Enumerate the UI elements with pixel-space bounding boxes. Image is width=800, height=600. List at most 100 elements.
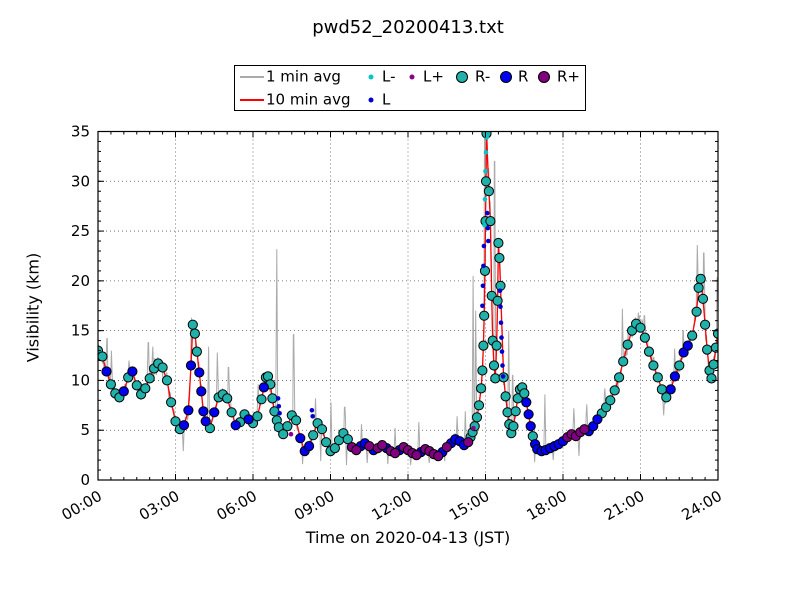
marker-r-plus (579, 424, 590, 435)
dot-l (485, 225, 491, 231)
marker-r-minus (157, 362, 168, 373)
marker-r (592, 414, 603, 425)
dot-l-minus-group (482, 135, 490, 228)
marker-r (665, 384, 676, 395)
marker-r-minus (493, 237, 504, 249)
marker-r-minus (471, 412, 483, 423)
legend-label-rplus: R+ (557, 67, 580, 86)
marker-r-minus (170, 416, 181, 427)
marker-r (304, 441, 315, 452)
marker-r-minus (488, 360, 500, 371)
x-tick-label: 24:00 (679, 487, 725, 524)
marker-r-minus (492, 295, 503, 306)
dot-l-minus (483, 169, 488, 174)
dot-l (275, 396, 281, 401)
marker-r-minus (252, 411, 263, 422)
marker-r-minus (479, 310, 490, 321)
y-tick-label: 15 (71, 322, 90, 340)
marker-r-minus (222, 393, 233, 404)
marker-r-minus (695, 273, 706, 284)
legend-label-lminus: L- (382, 67, 396, 86)
marker-r-minus (710, 342, 718, 353)
marker-r-minus (316, 424, 328, 435)
legend-label-10-min-avg: 10 min avg (266, 90, 351, 109)
marker-r-plus (441, 442, 452, 453)
marker-r-minus (708, 359, 718, 370)
dot-l (486, 238, 491, 244)
marker-r-minus (98, 351, 108, 362)
y-tick-label: 30 (71, 172, 90, 190)
marker-r-minus (477, 365, 488, 376)
dot-l (498, 320, 504, 326)
dot-l (480, 283, 486, 289)
dot-l (500, 374, 506, 379)
y-tick-label: 35 (71, 123, 90, 141)
marker-r (209, 407, 220, 418)
marker-r (525, 421, 536, 432)
marker-r-minus (712, 328, 718, 339)
marker-r-minus (483, 186, 494, 197)
marker-r-minus (478, 340, 489, 351)
marker-r-minus (105, 379, 117, 390)
marker-r (178, 420, 190, 431)
x-tick-label: 00:00 (59, 487, 105, 524)
marker-r-minus (267, 393, 278, 404)
y-tick-label: 20 (71, 272, 90, 290)
marker-r-minus (618, 356, 629, 367)
marker-r-minus (643, 346, 655, 357)
marker-r (101, 366, 112, 377)
legend-label-r: R (518, 67, 529, 86)
x-tick-label: 21:00 (601, 487, 647, 524)
marker-r (521, 397, 532, 408)
x-tick-label: 15:00 (446, 487, 492, 524)
marker-r-minus (291, 415, 302, 426)
legend-label-lplus: L+ (423, 67, 444, 86)
marker-r-minus (278, 429, 289, 440)
legend-label-1-min-avg: 1 min avg (266, 67, 341, 86)
marker-group-r-minus (98, 131, 718, 457)
dot-l (485, 210, 490, 216)
marker-r (118, 386, 129, 397)
dot-l-plus-group (288, 425, 476, 437)
dot-l (481, 243, 487, 249)
marker-r-minus (476, 383, 487, 394)
marker-group-r (101, 340, 693, 458)
marker-r-minus (652, 372, 663, 383)
y-tick-label: 10 (71, 371, 90, 389)
y-tick-label: 25 (71, 222, 90, 240)
marker-r-minus (282, 421, 293, 432)
marker-r-plus (390, 448, 401, 459)
marker-r-minus (510, 406, 521, 417)
x-tick-label: 12:00 (369, 487, 415, 524)
marker-r-minus (494, 252, 505, 264)
marker-r (682, 340, 693, 351)
x-tick-label: 03:00 (136, 487, 182, 524)
dot-l (499, 349, 505, 354)
marker-r-minus (605, 395, 616, 406)
marker-r-plus (463, 437, 474, 448)
marker-r-minus (329, 443, 340, 454)
marker-r-minus (342, 434, 353, 445)
dot-l (498, 304, 503, 310)
x-tick-label: 09:00 (291, 487, 337, 524)
dot-l-minus (482, 222, 487, 228)
marker-r-minus (635, 322, 646, 333)
dot-l (277, 411, 282, 416)
marker-r (196, 386, 207, 397)
x-tick-label: 06:00 (214, 487, 260, 524)
legend-label-l: L (382, 90, 391, 109)
legend-label-rminus: R- (475, 67, 491, 86)
marker-r (127, 366, 138, 377)
x-tick-label: 18:00 (524, 487, 570, 524)
legend-swatch-l (368, 97, 374, 103)
marker-r-minus (308, 430, 319, 441)
marker-r-minus (702, 344, 713, 355)
dot-l (480, 303, 485, 309)
marker-r-minus (674, 360, 685, 371)
marker-r-minus (490, 373, 501, 384)
legend: 1 min avg 10 min avg L- L L+ R- R R+ (234, 65, 586, 111)
dot-l-minus (482, 196, 488, 202)
marker-r-minus (321, 437, 332, 448)
